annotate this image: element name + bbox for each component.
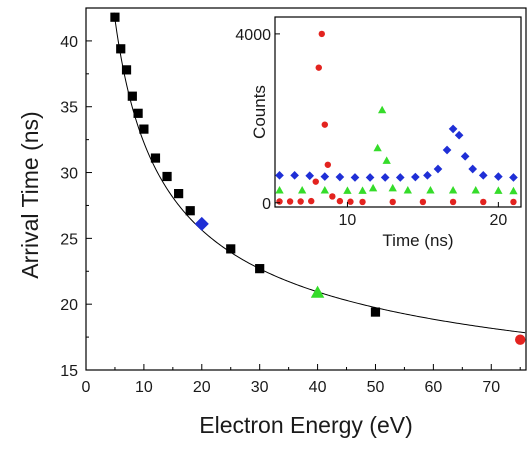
main-point-0-9 [185,206,195,216]
x-tick-label-0: 0 [82,379,91,396]
x-tick-label-2: 20 [193,379,211,396]
inset-point-0-15 [449,198,457,206]
inset-point-0-5 [315,64,322,71]
inset-point-2-17 [478,171,488,180]
inset-point-0-1 [286,198,294,205]
inset-point-1-12 [448,185,458,194]
inset-point-2-1 [290,171,299,180]
inset-point-0-2 [297,198,304,205]
main-point-0-0 [110,12,120,22]
inset-point-0-7 [321,121,329,128]
inset-point-2-19 [509,173,518,182]
y-tick-label-0: 15 [60,363,78,380]
inset-x-axis-title: Time (ns) [382,231,453,250]
main-point-0-7 [162,171,172,182]
inset-point-1-3 [343,186,352,194]
inset-point-2-12 [442,145,452,155]
inset-point-1-11 [426,185,435,194]
x-tick-label-4: 40 [309,379,327,396]
main-point-1-0 [194,216,209,231]
inset-y-tick-label-1: 4000 [235,27,271,44]
main-point-0-8 [174,189,184,199]
inset-y-tick-label-0: 0 [262,196,271,213]
inset-point-0-8 [324,161,332,168]
main-point-0-6 [150,153,161,163]
y-tick-label-3: 30 [60,166,78,183]
x-tick-label-7: 70 [482,379,500,396]
inset-point-2-11 [433,164,443,174]
inset-point-2-14 [454,130,464,140]
inset-point-1-9 [388,183,397,192]
inset-point-2-13 [448,124,458,134]
inset-point-1-6 [373,143,382,152]
inset-point-0-9 [329,193,336,200]
x-tick-label-1: 10 [135,379,153,396]
inset-plot: 10 20 0 4000 Time (ns) Counts [235,16,522,250]
inset-point-1-7 [377,105,387,114]
inset-point-2-8 [395,173,405,182]
inset-point-0-6 [318,30,325,38]
main-point-3-0 [515,334,526,345]
main-plot-frame [85,7,527,371]
inset-point-0-14 [419,198,427,206]
inset-point-1-1 [298,185,307,194]
inset-point-0-16 [480,198,487,206]
inset-point-1-0 [275,185,284,194]
inset-point-1-4 [358,186,367,194]
inset-point-2-4 [335,172,345,182]
main-point-0-12 [370,307,381,317]
x-axis-title: Electron Energy (eV) [199,412,412,438]
y-tick-label-1: 20 [60,297,78,314]
y-axis-title: Arrival Time (ns) [17,111,43,278]
main-point-0-1 [116,44,126,54]
main-point-0-5 [139,124,149,134]
main-point-2-0 [310,285,325,298]
inset-point-0-17 [510,198,517,206]
inset-point-2-15 [460,152,470,161]
inset-point-0-12 [359,198,366,206]
inset-point-1-5 [368,183,378,192]
inset-point-2-18 [494,172,503,181]
inset-point-2-6 [365,173,375,182]
inset-point-2-2 [305,171,315,181]
inset-y-axis-title: Counts [250,85,269,139]
x-tick-label-6: 60 [424,379,442,396]
inset-point-2-9 [411,172,420,182]
inset-point-2-10 [423,171,432,180]
main-point-0-4 [133,108,143,118]
main-point-0-11 [255,264,265,274]
x-tick-label-3: 30 [251,379,269,396]
inset-point-0-0 [276,198,283,205]
inset-point-0-11 [347,198,354,205]
inset-x-tick-label-1: 20 [489,212,507,229]
y-tick-label-5: 40 [60,34,78,51]
inset-point-2-7 [380,173,390,182]
inset-point-2-5 [350,173,360,182]
inset-point-1-10 [403,185,412,194]
inset-point-2-3 [320,172,330,181]
main-point-0-2 [121,65,132,75]
y-tick-label-4: 35 [60,100,78,117]
inset-point-0-13 [389,198,396,206]
inset-point-2-0 [275,171,284,180]
inset-point-1-8 [382,156,391,164]
main-point-0-10 [226,244,236,254]
inset-point-2-16 [468,164,478,174]
inset-point-1-13 [471,185,480,194]
inset-point-0-3 [308,197,315,205]
inset-point-1-15 [509,186,518,195]
x-tick-label-5: 50 [367,379,385,396]
inset-point-0-4 [312,178,319,185]
main-point-0-3 [127,91,137,101]
y-tick-label-2: 25 [60,231,78,248]
main-plot: 0 10 20 30 40 50 60 70 15 20 25 30 35 40 [60,7,527,396]
inset-x-tick-label-0: 10 [339,212,357,229]
inset-frame [274,16,522,208]
inset-point-0-10 [336,197,344,205]
inset-point-1-14 [494,186,503,194]
inset-point-1-2 [320,185,329,194]
